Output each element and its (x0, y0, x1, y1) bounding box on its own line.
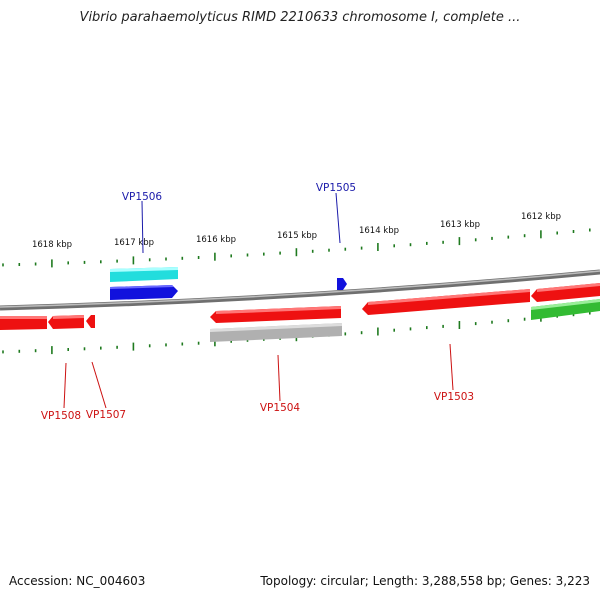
gene-vp1505[interactable] (337, 278, 347, 290)
gene-label-vp1508[interactable]: VP1508 (41, 410, 81, 422)
gene-vp1508[interactable] (0, 316, 47, 330)
gene-label-vp1504[interactable]: VP1504 (260, 402, 301, 414)
genome-summary-text: Topology: circular; Length: 3,288,558 bp… (260, 574, 590, 588)
chromosome-backbone (0, 269, 600, 311)
ruler-label-1616: 1616 kbp (196, 235, 236, 245)
leader-vp1504 (277, 354, 281, 402)
gene-label-vp1503[interactable]: VP1503 (434, 391, 474, 403)
ruler-label-1612: 1612 kbp (521, 212, 561, 222)
outer-tick-row (2, 228, 591, 268)
gene-vp1503[interactable] (362, 289, 530, 315)
gene-vp1506-blue[interactable] (110, 285, 178, 300)
ruler-label-1617: 1617 kbp (114, 238, 154, 248)
accession-text: Accession: NC_004603 (9, 574, 146, 588)
inner-tick-row (2, 311, 591, 355)
leader-vp1506 (141, 200, 144, 254)
gene-right-red[interactable] (531, 283, 600, 302)
gene-label-vp1506[interactable]: VP1506 (122, 191, 163, 203)
ruler-label-1613: 1613 kbp (440, 220, 480, 230)
leader-vp1508 (63, 362, 67, 409)
gene-label-vp1505[interactable]: VP1505 (316, 182, 356, 194)
gene-vp1506-cyan[interactable] (110, 267, 178, 282)
gene-right-green[interactable] (531, 299, 600, 320)
gene-label-vp1507[interactable]: VP1507 (86, 409, 126, 421)
chromosome-backbone-highlight (0, 270, 600, 308)
chromosome-title: Vibrio parahaemolyticus RIMD 2210633 chr… (79, 10, 521, 25)
gene-vp1504[interactable] (210, 306, 341, 323)
ruler-label-1618: 1618 kbp (32, 240, 72, 250)
gene-vp1507[interactable] (48, 315, 84, 329)
leader-vp1503 (449, 343, 454, 391)
leader-vp1505 (335, 192, 341, 244)
gene-vp1504-gray[interactable] (210, 323, 342, 342)
gene-vp1507-small[interactable] (86, 315, 95, 328)
ruler-label-1615: 1615 kbp (277, 231, 317, 241)
ruler-label-1614: 1614 kbp (359, 226, 399, 236)
leader-vp1507 (91, 361, 107, 409)
